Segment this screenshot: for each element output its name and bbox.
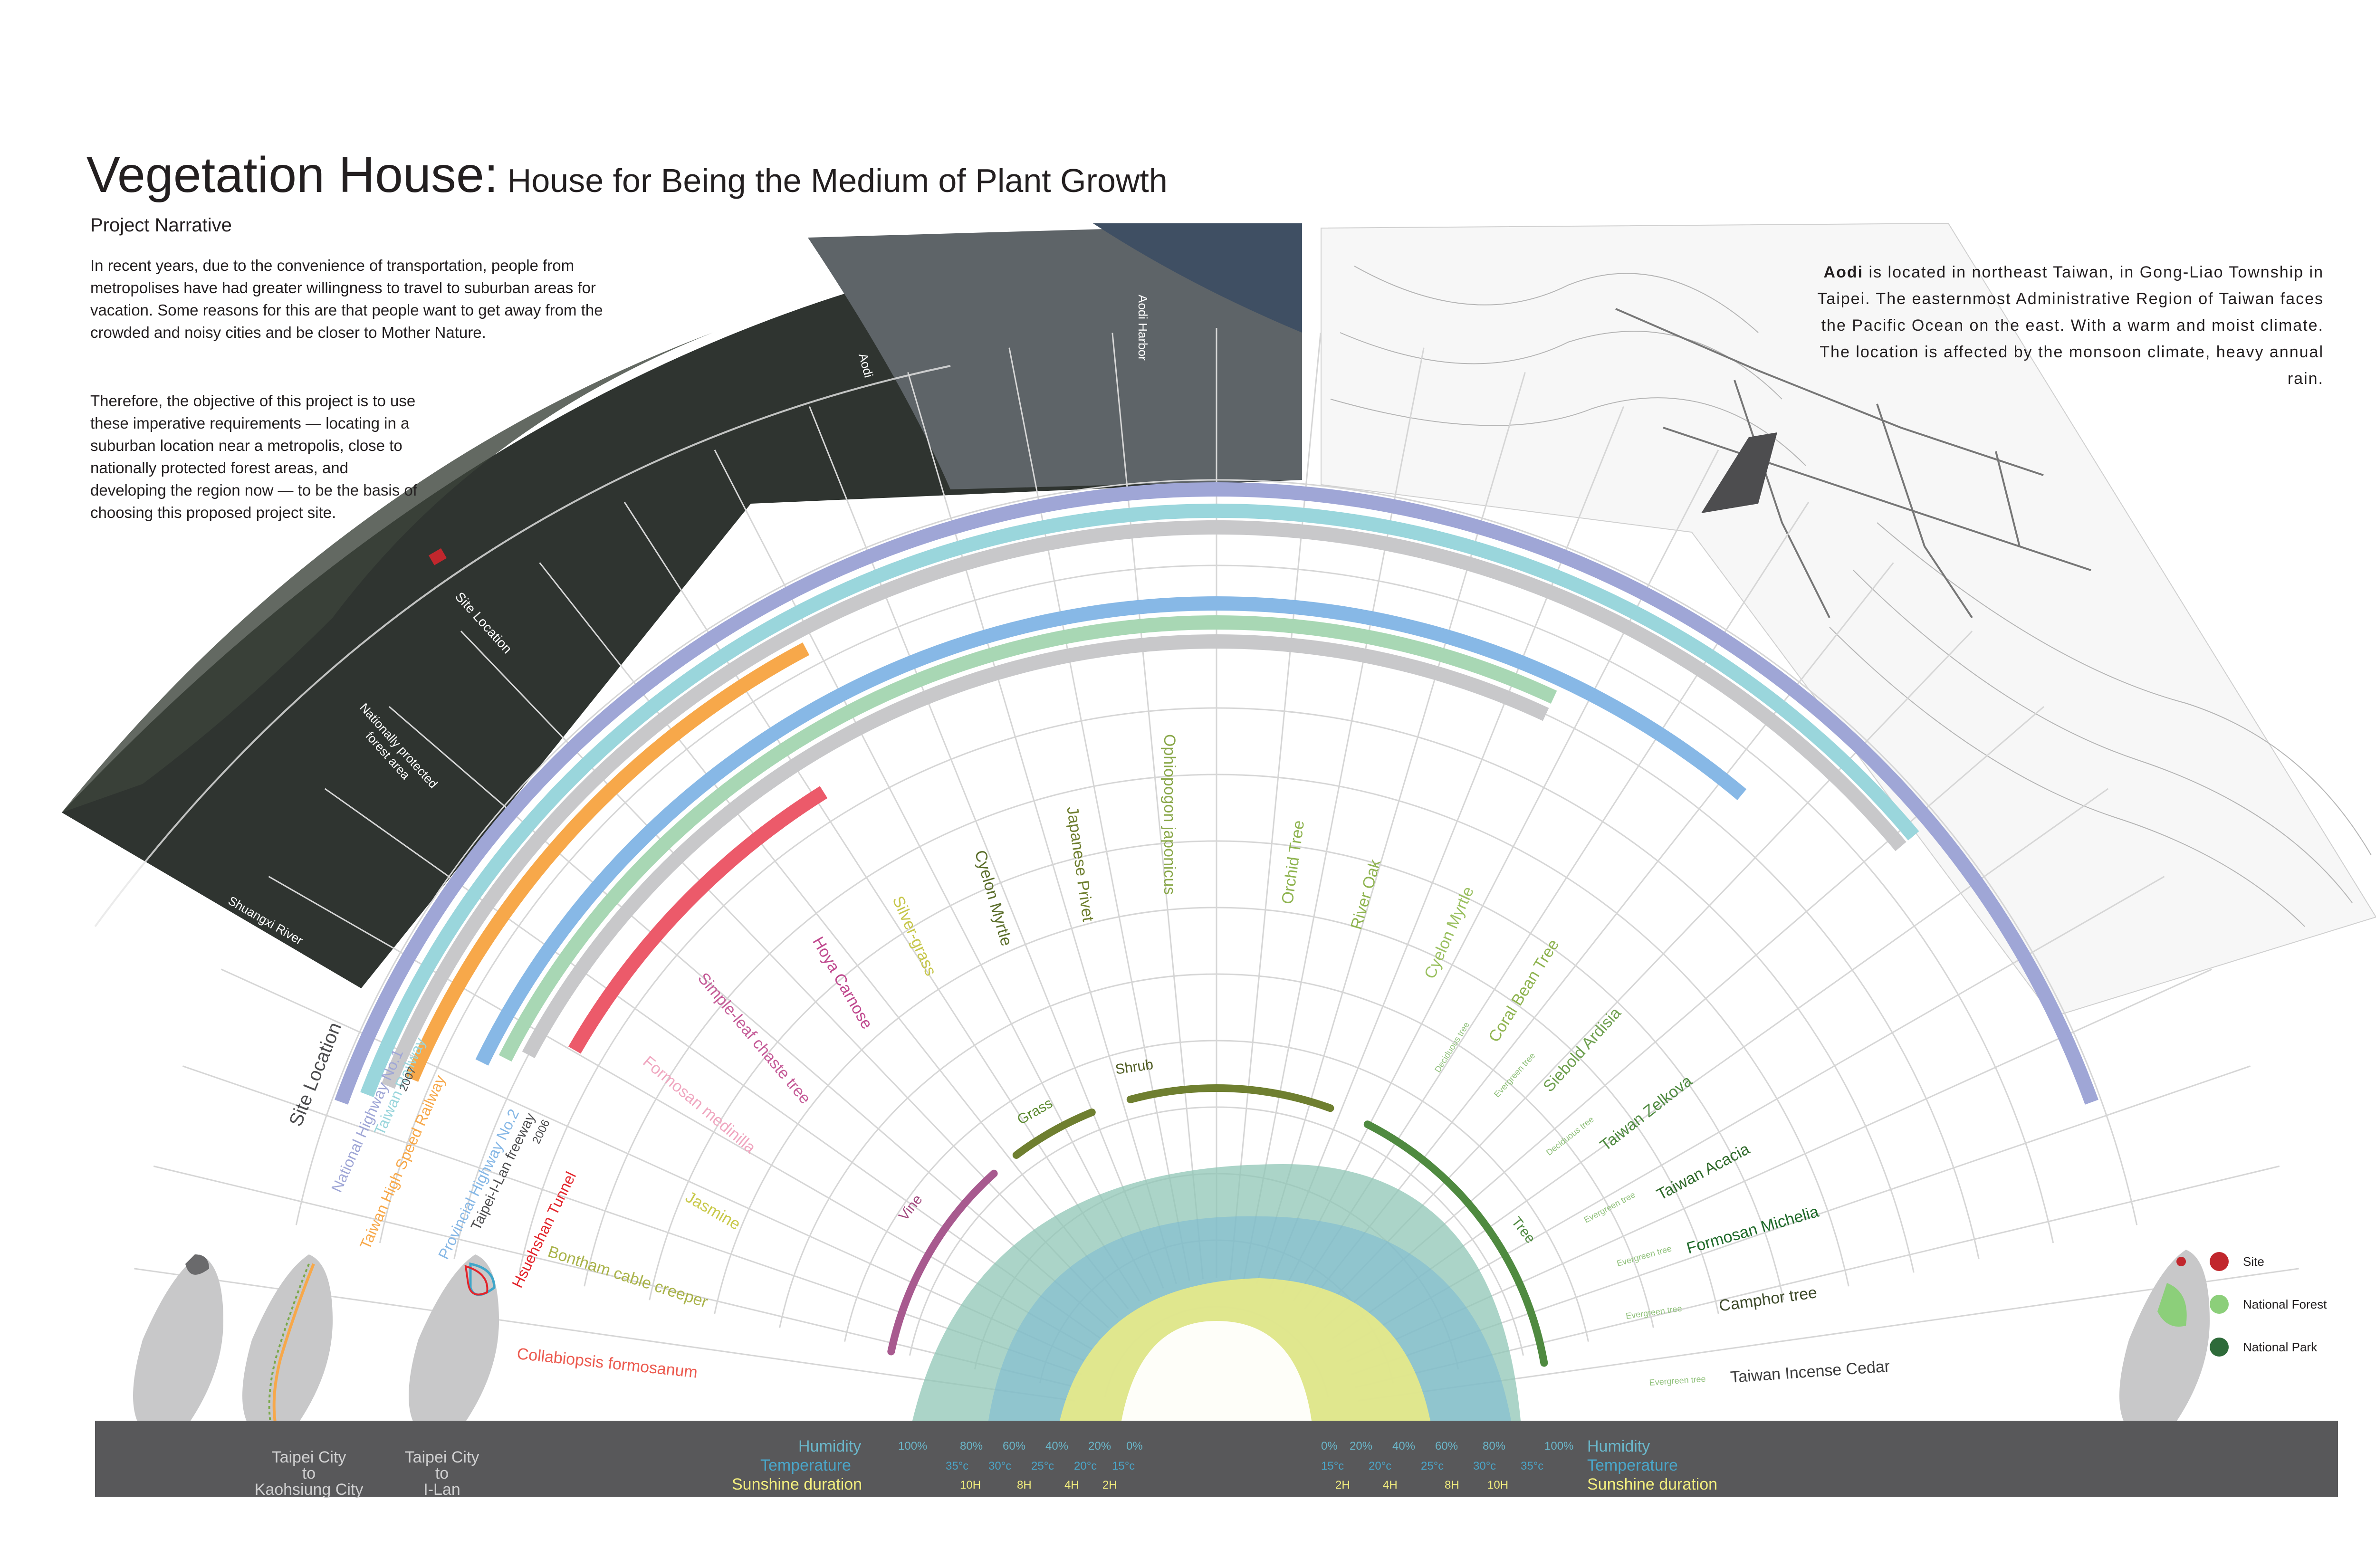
sunshine-label-left: Sunshine duration [732,1475,862,1493]
title-sub: House for Being the Medium of Plant Grow… [498,162,1168,199]
spoke-29 [153,1165,1078,1388]
satellite-forest-texture [62,333,713,813]
sunshine-label-right: Sunshine duration [1587,1475,1718,1493]
narrative-heading: Project Narrative [90,215,232,236]
transport-arc-7 [568,786,828,1054]
sun-right-tick-2: 8H [1445,1479,1459,1492]
humidity-left-tick-3: 40% [1045,1440,1069,1453]
category-arc-3 [1363,1120,1548,1367]
humidity-right-tick-1: 20% [1350,1440,1373,1453]
temperature-label-right: Temperature [1587,1456,1678,1474]
topo-site-parcel [1701,432,1777,513]
taiwan-map-3 [409,1254,499,1435]
taiwan-map-2 [242,1254,333,1435]
legend-forest: National Forest [2243,1297,2327,1311]
sun-left-tick-1: 8H [1017,1479,1032,1492]
humidity-left-tick-5: 0% [1126,1440,1143,1453]
title-main: Vegetation House: [86,147,498,203]
legend-dots [2210,1252,2229,1357]
humidity-left-tick-0: 100% [898,1440,928,1453]
footer-bar [95,1421,2338,1497]
humidity-label-left: Humidity [798,1437,862,1455]
plant-label-9: Ophiopogon japonicus [1160,734,1178,895]
taiwan-map-legend [2119,1250,2210,1435]
humidity-right-tick-3: 60% [1435,1440,1458,1453]
page-title: Vegetation House: House for Being the Me… [86,146,1168,204]
transport-arc-5 [498,615,1557,1062]
temp-left-tick-2: 25°c [1031,1460,1054,1472]
temp-left-tick-4: 15°c [1112,1460,1135,1472]
topo-roads [1615,308,2091,619]
satellite-sea [1093,223,1302,333]
legend-forest-dot [2210,1295,2229,1314]
sun-left-tick-2: 4H [1064,1479,1079,1492]
spoke-28 [182,1065,1082,1376]
humidity-right-tick-2: 40% [1392,1440,1416,1453]
humidity-label-right: Humidity [1587,1437,1650,1455]
narrative-paragraph-2: Therefore, the objective of this project… [90,392,417,521]
sun-right-tick-3: 10H [1487,1479,1509,1492]
temperature-label-left: Temperature [760,1456,851,1474]
legend-park: National Park [2243,1340,2318,1354]
taiwan-map-1 [133,1254,223,1435]
legend-site: Site [2243,1254,2264,1269]
aodi-description: Aodi is located in northeast Taiwan, in … [1806,259,2324,392]
legend-park-dot [2210,1338,2229,1357]
topo-contours [1330,266,2372,927]
temp-right-tick-3: 30°c [1473,1460,1496,1472]
temp-left-tick-0: 35°c [946,1460,969,1472]
city-2-text: Taipei City to I-Lan [404,1448,479,1499]
humidity-left-tick-1: 80% [960,1440,983,1453]
transport-arc-2 [381,520,1907,1089]
aodi-bold: Aodi [1823,263,1864,281]
city-label-1: Taipei City to Kaohsiung City [238,1449,380,1498]
humidity-right-tick-5: 100% [1544,1440,1574,1453]
category-arcs [887,1084,1548,1367]
narrative-paragraph-1: In recent years, due to the convenience … [90,257,603,341]
sun-right-tick-0: 2H [1335,1479,1350,1492]
sun-left-tick-3: 2H [1102,1479,1117,1492]
city-label-2: Taipei City to I-Lan [371,1449,513,1498]
category-arc-1 [1012,1108,1096,1159]
transport-arc-0 [335,482,2098,1105]
temp-left-tick-1: 30°c [988,1460,1012,1472]
map-arc-line [94,365,951,927]
city-1-text: Taipei City to Kaohsiung City [254,1448,364,1499]
transport-arc-1 [360,504,1919,1098]
temp-left-tick-3: 20°c [1074,1460,1097,1472]
humidity-right-tick-4: 80% [1483,1440,1506,1453]
legend-site-dot [2210,1252,2229,1271]
climate-blobs [912,1164,1521,1421]
satellite-urban-area [808,223,1302,489]
center-void [1121,1321,1312,1421]
temp-right-tick-4: 35°c [1521,1460,1544,1472]
site-marker [429,548,447,565]
humidity-left-tick-4: 20% [1088,1440,1111,1453]
aodi-body: is located in northeast Taiwan, in Gong-… [1817,263,2324,388]
category-arc-0 [887,1169,998,1356]
sun-right-tick-1: 4H [1383,1479,1398,1492]
temp-right-tick-1: 20°c [1369,1460,1392,1472]
spoke-22 [539,562,1129,1310]
category-arc-2 [1126,1084,1334,1112]
transport-arcs [335,482,2098,1105]
humidity-left-tick-2: 60% [1003,1440,1026,1453]
temp-right-tick-2: 25°c [1421,1460,1444,1472]
transport-arc-4 [475,596,1747,1066]
temp-right-tick-0: 15°c [1321,1460,1344,1472]
transport-arc-3 [405,642,810,1082]
map-label-harbor: Aodi Harbor [1136,295,1150,361]
sun-left-tick-0: 10H [960,1479,981,1492]
transport-arc-6 [522,634,1549,1059]
humidity-right-tick-0: 0% [1321,1440,1338,1453]
